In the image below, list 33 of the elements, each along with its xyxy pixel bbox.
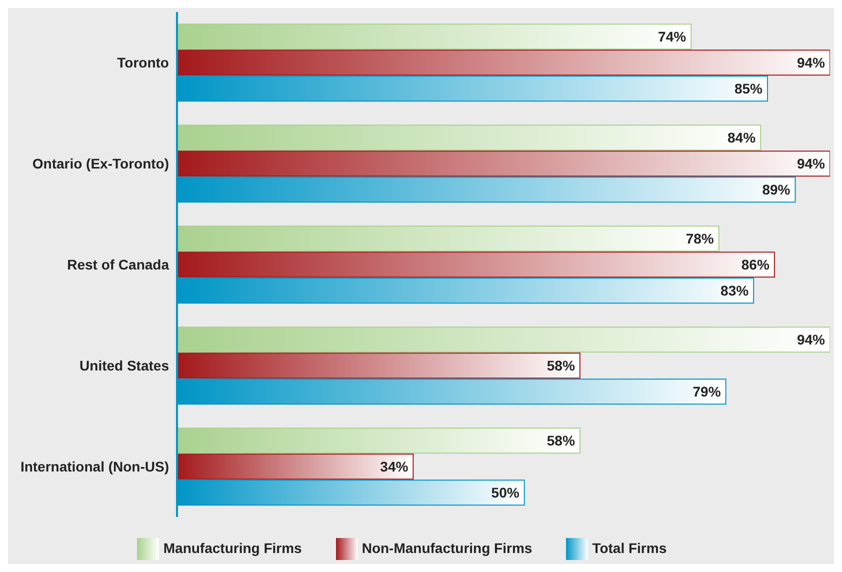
data-label: 50% [491,484,520,501]
bar [177,124,762,151]
bar [177,326,830,353]
data-label: 79% [692,384,722,400]
data-label: 85% [734,80,764,97]
bar [177,226,720,252]
data-label: 86% [741,256,770,273]
bar [177,24,692,50]
data-label: 34% [380,458,409,475]
y-tick-label: Ontario (Ex-Toronto) [32,155,169,172]
data-label: 78% [686,230,714,247]
bar [177,352,580,379]
data-label: 74% [658,28,687,45]
legend-label: Non-Manufacturing Firms [362,540,532,556]
bar [177,50,830,76]
y-tick-label: International (Non-US) [20,458,169,474]
bar [177,454,414,480]
data-label: 83% [720,282,750,299]
data-label: 89% [762,182,791,198]
legend-label: Total Firms [592,540,667,556]
data-label: 94% [796,156,826,172]
bar [177,252,775,278]
y-tick-label: Rest of Canada [67,256,170,272]
y-tick-label: United States [80,357,170,374]
data-label: 58% [546,358,576,374]
legend-label: Manufacturing Firms [163,540,302,556]
data-label: 58% [546,432,576,449]
bar [177,150,830,177]
data-label: 94% [796,54,826,71]
data-label: 94% [796,332,826,348]
bar [177,428,580,454]
data-label: 84% [728,130,756,146]
y-tick-label: Toronto [117,54,169,70]
